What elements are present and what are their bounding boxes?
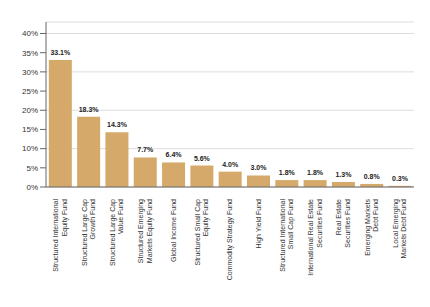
svg-text:Structured Small CapEquity Fun: Structured Small CapEquity Fund — [194, 199, 210, 266]
svg-text:1.3%: 1.3% — [335, 171, 352, 178]
svg-text:Real EstateSecurities Fund: Real EstateSecurities Fund — [335, 199, 350, 248]
svg-text:30%: 30% — [22, 68, 38, 77]
svg-text:International Real EstateSecur: International Real EstateSecurities Fund — [307, 199, 322, 276]
svg-text:Structured Large CapValue Fund: Structured Large CapValue Fund — [109, 199, 124, 266]
svg-text:5%: 5% — [26, 164, 38, 173]
svg-text:Commodity Strategy Fund: Commodity Strategy Fund — [226, 199, 234, 280]
svg-text:18.3%: 18.3% — [79, 106, 100, 113]
svg-text:Structured InternationalSmall: Structured InternationalSmall Cap Fund — [279, 199, 295, 272]
svg-text:Structured EmergingMarkets Equ: Structured EmergingMarkets Equity Fund — [137, 199, 153, 263]
svg-text:3.0%: 3.0% — [251, 164, 268, 171]
svg-text:1.8%: 1.8% — [279, 169, 296, 176]
svg-text:40%: 40% — [22, 29, 38, 38]
svg-text:7.7%: 7.7% — [137, 146, 154, 153]
svg-text:6.4%: 6.4% — [166, 151, 183, 158]
svg-text:0.8%: 0.8% — [364, 173, 381, 180]
svg-text:0.3%: 0.3% — [392, 175, 409, 182]
svg-text:35%: 35% — [22, 49, 38, 58]
svg-text:Structured Large CapGrowth Fun: Structured Large CapGrowth Fund — [81, 199, 96, 266]
svg-text:Local EmergingMarkets Debt Fun: Local EmergingMarkets Debt Fund — [392, 199, 407, 259]
svg-text:25%: 25% — [22, 87, 38, 96]
svg-text:Structured InternationalEquity: Structured InternationalEquity Fund — [52, 199, 68, 272]
svg-text:20%: 20% — [22, 106, 38, 115]
svg-text:Global Income Fund: Global Income Fund — [170, 199, 177, 262]
svg-text:33.1%: 33.1% — [50, 49, 71, 56]
svg-text:4.0%: 4.0% — [222, 161, 239, 168]
svg-text:High Yield Fund: High Yield Fund — [255, 199, 263, 249]
svg-text:10%: 10% — [22, 144, 38, 153]
svg-text:Emerging MarketsDebt Fund: Emerging MarketsDebt Fund — [364, 199, 379, 256]
svg-text:0%: 0% — [26, 183, 38, 192]
svg-text:1.8%: 1.8% — [307, 169, 324, 176]
svg-text:5.6%: 5.6% — [194, 155, 211, 162]
svg-text:14.3%: 14.3% — [107, 121, 128, 128]
svg-text:15%: 15% — [22, 125, 38, 134]
